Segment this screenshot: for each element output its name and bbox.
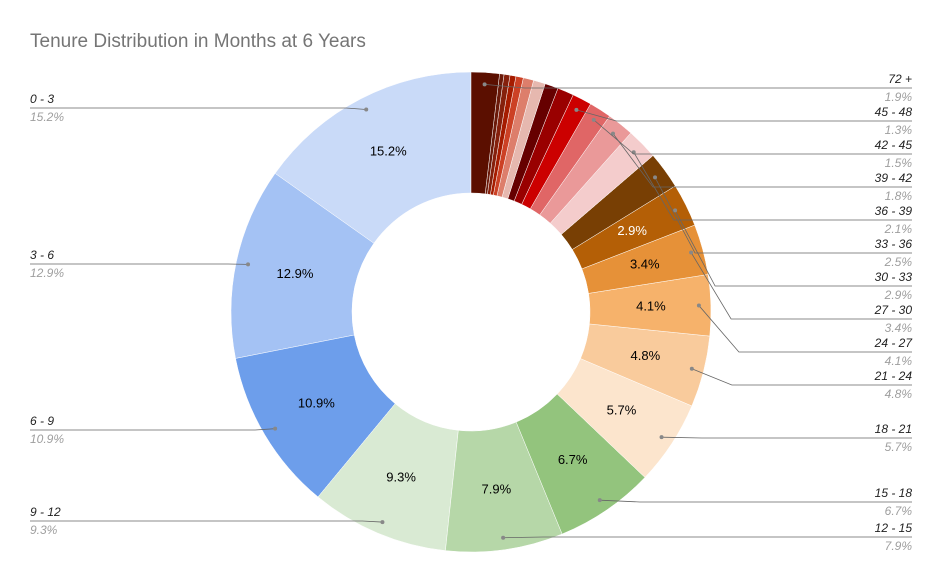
leader-line [30,520,383,523]
leader-line [674,210,912,287]
chart-title: Tenure Distribution in Months at 6 Years [30,31,366,52]
slice-label: 6.7% [558,452,588,467]
legend-percent: 3.4% [885,321,913,335]
leader-dot [689,250,694,255]
leader-dot [364,107,369,112]
legend-name: 12 - 15 [875,521,913,535]
leader-dot [653,175,658,180]
leader-dot [659,435,664,440]
leader-line [30,428,276,431]
slice-label: 5.7% [607,402,637,417]
slice-label: 12.9% [277,266,314,281]
legend-name: 6 - 9 [30,414,54,428]
leader-line [599,499,912,503]
leader-dot [689,366,694,371]
legend-name: 3 - 6 [30,248,54,262]
leader-dot [591,117,596,122]
legend-percent: 10.9% [30,432,64,446]
legend-name: 42 - 45 [875,138,913,152]
legend-percent: 5.7% [885,440,913,454]
legend-percent: 1.9% [885,90,913,104]
legend-percent: 2.5% [884,255,913,269]
legend-name: 15 - 18 [875,486,913,500]
slice-label: 2.9% [617,223,647,238]
legend-percent: 1.3% [885,123,913,137]
slice-label: 10.9% [298,396,335,411]
leader-line [661,436,912,439]
legend-name: 36 - 39 [875,204,913,218]
slice [470,71,500,195]
leader-dot [696,303,701,308]
slice-label: 9.3% [386,469,416,484]
leader-dot [501,535,506,540]
leader-line [690,252,912,320]
slice-label: 4.1% [636,298,666,313]
legend-percent: 1.5% [885,156,913,170]
legend-percent: 1.8% [885,189,913,203]
legend-name: 0 - 3 [30,92,54,106]
slice-label: 3.4% [630,256,660,271]
legend-name: 18 - 21 [875,422,912,436]
leader-dot [380,520,385,525]
leader-line [30,107,367,110]
legend-percent: 2.9% [884,288,913,302]
leader-line [698,305,912,353]
legend-name: 33 - 36 [875,237,913,251]
legend-name: 30 - 33 [875,270,913,284]
leader-line [503,536,912,539]
legend-name: 39 - 42 [875,171,913,185]
leader-dot [673,208,678,213]
leader-line [484,84,912,89]
leader-line [691,368,912,386]
legend-percent: 2.1% [884,222,913,236]
legend-name: 45 - 48 [875,105,913,119]
leader-dot [574,107,579,112]
slice-label: 15.2% [370,144,407,159]
legend-percent: 7.9% [885,539,913,553]
legend-percent: 15.2% [30,110,64,124]
slice [274,71,472,244]
slice [230,173,375,359]
leader-dot [610,131,615,136]
legend-name: 21 - 24 [874,369,913,383]
leader-line [633,152,912,221]
legend-percent: 4.8% [885,387,913,401]
legend-percent: 4.1% [885,354,913,368]
leader-dot [246,262,251,267]
legend-name: 24 - 27 [874,336,914,350]
legend-name: 72 + [888,72,912,86]
leader-line [612,133,912,188]
legend-percent: 9.3% [30,523,58,537]
slice-label: 7.9% [482,482,512,497]
legend-name: 27 - 30 [874,303,913,317]
legend-name: 9 - 12 [30,505,61,519]
leader-dot [273,426,278,431]
leader-line [576,109,912,122]
legend-percent: 6.7% [885,504,913,518]
slice-label: 4.8% [631,348,661,363]
leader-line [593,119,912,155]
leader-dot [597,498,602,503]
leader-line [654,177,912,254]
legend-percent: 12.9% [30,266,64,280]
leader-dot [482,82,487,87]
